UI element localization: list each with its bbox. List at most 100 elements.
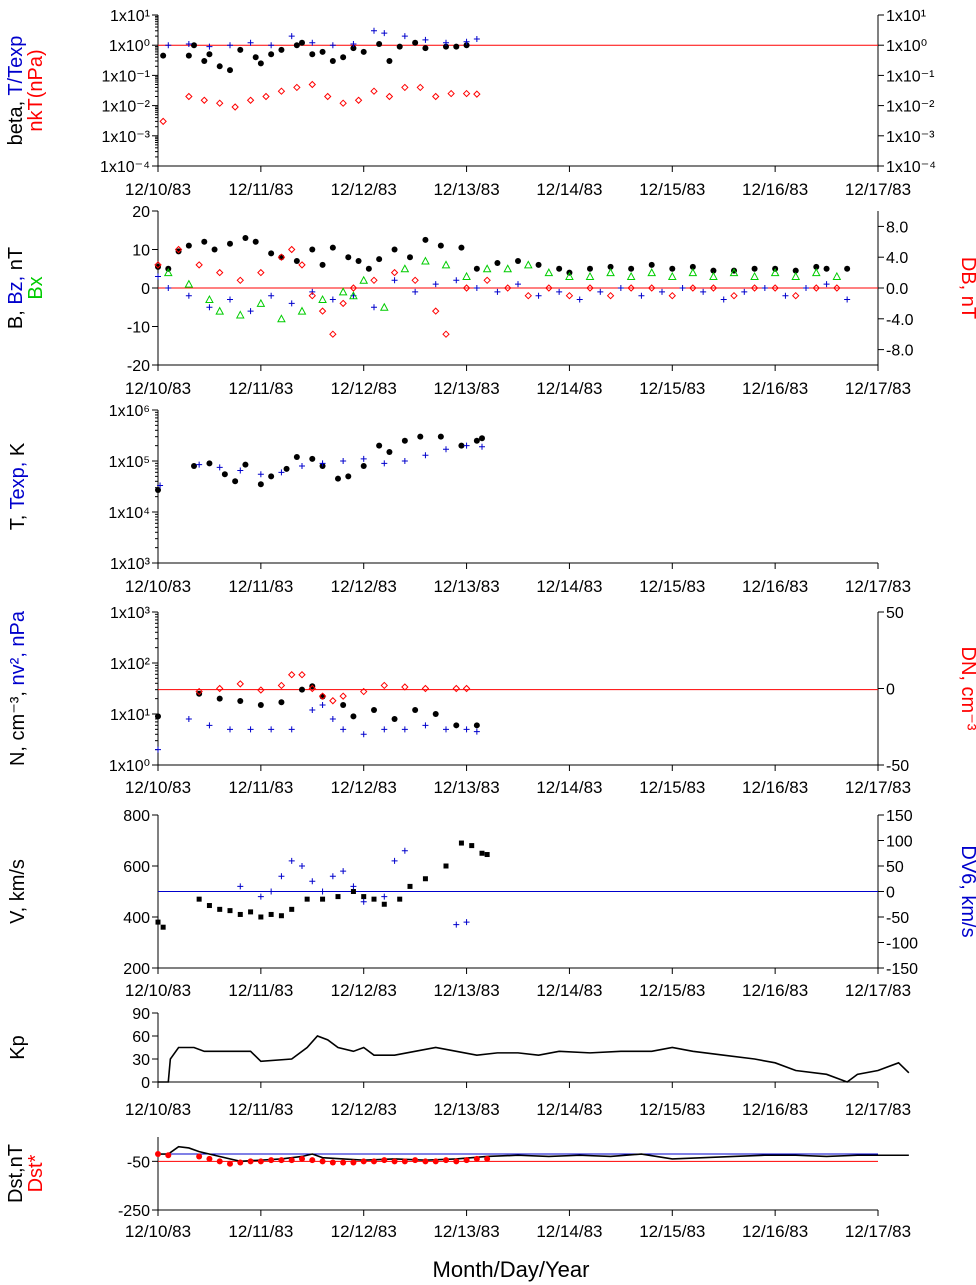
data-point (556, 288, 563, 295)
x-tick-label: 12/16/83 (742, 778, 808, 797)
data-point (318, 307, 327, 315)
data-point (329, 244, 336, 251)
data-point (844, 296, 851, 303)
data-point (201, 238, 208, 245)
data-point (361, 894, 367, 900)
y-tick-label: 1x10⁻² (102, 99, 151, 116)
x-tick-label: 12/11/83 (228, 981, 293, 1000)
x-tick-label: 12/16/83 (742, 1100, 808, 1119)
data-point (371, 1158, 377, 1165)
data-point (379, 302, 389, 311)
data-point (345, 254, 352, 261)
data-point (832, 271, 842, 280)
y-tick-label: 90 (132, 1006, 150, 1023)
x-tick-label: 12/13/83 (433, 577, 499, 596)
data-point (515, 281, 521, 288)
data-point (811, 268, 821, 277)
data-point (227, 726, 233, 733)
data-point (359, 275, 369, 284)
data-point (462, 684, 471, 693)
data-point (236, 276, 244, 285)
data-point (329, 873, 336, 880)
y-tick-label-right: 4.0 (886, 250, 908, 267)
data-point (565, 271, 574, 280)
y-axis-label: B, Bz, nT (5, 247, 27, 329)
data-point (412, 39, 419, 46)
y-tick-label-right: 1x10⁻³ (886, 129, 935, 146)
data-point (443, 446, 449, 453)
data-point (268, 911, 274, 917)
x-tick-label: 12/12/83 (331, 1100, 397, 1119)
data-point (386, 449, 393, 456)
data-point (360, 1158, 367, 1165)
data-point (160, 924, 166, 930)
y-tick-label-right: -50 (886, 910, 909, 927)
y-axis-label-right: DN, cm⁻³ (957, 647, 976, 731)
data-point (437, 433, 444, 440)
data-point (565, 291, 574, 300)
data-point (319, 702, 326, 709)
data-point (535, 292, 542, 299)
data-point (443, 43, 449, 50)
data-point (416, 83, 424, 92)
x-tick-label: 12/10/83 (125, 1100, 191, 1119)
y-tick-label-right: 1x10⁰ (886, 38, 927, 55)
y-tick-label-right: -150 (886, 961, 918, 978)
data-point (371, 27, 377, 34)
data-point (216, 63, 223, 70)
data-point (360, 462, 367, 469)
data-point (586, 284, 594, 292)
data-point (350, 1159, 357, 1166)
data-point (308, 291, 316, 300)
data-point (452, 684, 460, 693)
data-point (617, 285, 624, 291)
data-point (155, 1151, 161, 1158)
data-point (215, 306, 225, 315)
data-point (473, 265, 480, 272)
data-point (205, 294, 214, 304)
data-point (299, 462, 305, 469)
data-point (155, 919, 161, 925)
y-tick-label-right: -8.0 (886, 343, 914, 360)
data-point (391, 715, 398, 722)
data-point (370, 87, 378, 95)
data-point (277, 253, 286, 261)
data-point (293, 258, 300, 265)
x-tick-label: 12/14/83 (536, 778, 602, 797)
data-point (257, 686, 265, 694)
data-point (401, 33, 408, 40)
data-point (401, 458, 408, 464)
data-point (463, 38, 470, 45)
data-point (227, 296, 233, 303)
data-point (443, 39, 449, 46)
y-tick-label-right: 150 (886, 808, 913, 825)
data-point (278, 254, 285, 261)
data-point (391, 857, 398, 864)
data-point (407, 883, 413, 889)
data-point (184, 279, 194, 288)
data-point (340, 726, 347, 733)
y-axis-label-right: DV6, km/s (957, 845, 976, 937)
data-point (823, 265, 830, 272)
data-point (407, 254, 413, 261)
data-point (277, 314, 286, 323)
data-point (335, 894, 341, 900)
data-point (165, 1152, 172, 1159)
data-point (535, 261, 542, 268)
data-point (371, 304, 377, 311)
x-tick-label: 12/16/83 (742, 1222, 808, 1241)
data-point (185, 92, 193, 101)
data-point (185, 715, 192, 722)
data-point (844, 265, 851, 272)
data-point (320, 896, 326, 902)
y-tick-label: 1x10⁻³ (102, 129, 151, 146)
data-point (340, 1159, 347, 1166)
data-point (668, 291, 676, 300)
x-tick-label: 12/10/83 (125, 981, 191, 1000)
data-point (659, 288, 665, 295)
data-point (278, 1157, 285, 1164)
y-tick-label-right: 1x10⁻¹ (886, 68, 934, 85)
x-tick-label: 12/11/83 (228, 1100, 293, 1119)
data-point (360, 687, 368, 696)
data-point (288, 245, 296, 254)
